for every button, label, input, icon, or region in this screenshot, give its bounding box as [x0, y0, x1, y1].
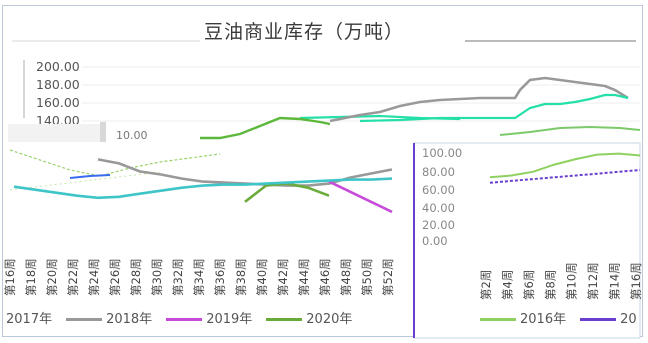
x-tick-label: 第26周: [108, 258, 122, 296]
x-tick-label: 第2周: [479, 270, 493, 300]
ghost-line: [200, 116, 331, 140]
ghost-line: [499, 125, 641, 136]
legend-label: 2019年: [206, 312, 253, 327]
x-tick-label: 第44周: [297, 258, 311, 296]
legend-label: 2017年: [6, 312, 53, 327]
x-tick-label: 第30周: [150, 258, 164, 296]
ghost-line: [359, 93, 629, 123]
y-tick-label: 40.00: [422, 201, 455, 215]
legend-label: 2020年: [306, 312, 353, 327]
legend-label: 2018年: [106, 312, 153, 327]
x-tick-label: 第52周: [381, 258, 395, 296]
legend-swatch: [166, 318, 203, 321]
ghost-line: [9, 149, 221, 177]
x-tick-label: 第46周: [318, 258, 332, 296]
legend-item: 2016年: [480, 308, 566, 327]
legend-swatch: [580, 318, 617, 321]
legend-swatch: [266, 318, 303, 321]
legend-item: 2020年: [266, 308, 352, 327]
x-tick-label: 第32周: [171, 258, 185, 296]
x-tick-label: 第4周: [500, 270, 514, 300]
ghost-line: [9, 171, 161, 191]
x-tick-label: 第16周: [629, 262, 643, 300]
legend-swatch: [480, 318, 516, 321]
legend-item: 2019年: [166, 308, 252, 327]
x-tick-label: 第8周: [543, 270, 557, 300]
x-tick-label: 第14周: [608, 262, 622, 300]
series-line-2017年: [13, 177, 393, 200]
x-tick-label: 第38周: [234, 258, 248, 296]
legend-swatch: [66, 318, 103, 321]
x-tick-label: 第10周: [565, 262, 579, 300]
x-tick-label: 第6周: [522, 270, 536, 300]
legend-label: 2016年: [520, 312, 567, 327]
y-tick-label: 180.00: [36, 77, 80, 92]
series-line-2019年: [328, 180, 393, 214]
x-tick-label: 第16周: [3, 258, 17, 296]
series-line-2018年: [97, 158, 393, 187]
artifact-band: [8, 124, 100, 142]
x-tick-label: 第20周: [45, 258, 59, 296]
y-tick-label: 80.00: [422, 165, 455, 179]
y-tick-label: 0.00: [422, 234, 448, 248]
legend-label: 20: [620, 312, 637, 327]
y-tick-label-fragment: 10.00: [116, 129, 148, 142]
x-tick-label: 第36周: [213, 258, 227, 296]
x-tick-label: 第40周: [255, 258, 269, 296]
legend-item: 2018年: [66, 308, 152, 327]
x-tick-label: 第12周: [586, 262, 600, 300]
y-tick-label: 200.00: [36, 59, 80, 74]
y-tick-label: 20.00: [422, 218, 455, 232]
ghost-line: [329, 76, 629, 123]
x-tick-label: 第24周: [87, 258, 101, 296]
legend-left: 2017年 2018年 2019年 2020年: [6, 308, 366, 327]
legend-item: 20: [580, 312, 637, 327]
chart-title: 豆油商业库存（万吨）: [204, 21, 405, 43]
legend-right: 2016年 20: [480, 308, 648, 327]
x-tick-label: 第18周: [24, 258, 38, 296]
y-tick-label: 60.00: [422, 183, 455, 197]
x-tick-label: 第22周: [66, 258, 80, 296]
inset-frame: [413, 142, 641, 339]
x-tick-label: 第28周: [129, 258, 143, 296]
artifact-band: [100, 122, 106, 142]
x-tick-label: 第48周: [339, 258, 353, 296]
x-tick-label: 第42周: [276, 258, 290, 296]
series-line-20: [489, 169, 641, 184]
y-tick-label: 160.00: [36, 95, 80, 110]
x-tick-label: 第34周: [192, 258, 206, 296]
x-tick-label: 第50周: [360, 258, 374, 296]
ghost-line: [69, 174, 111, 179]
legend-item: 2017年: [6, 308, 52, 327]
y-tick-label: 100.00: [422, 146, 462, 160]
series-line-2016年: [489, 152, 641, 179]
